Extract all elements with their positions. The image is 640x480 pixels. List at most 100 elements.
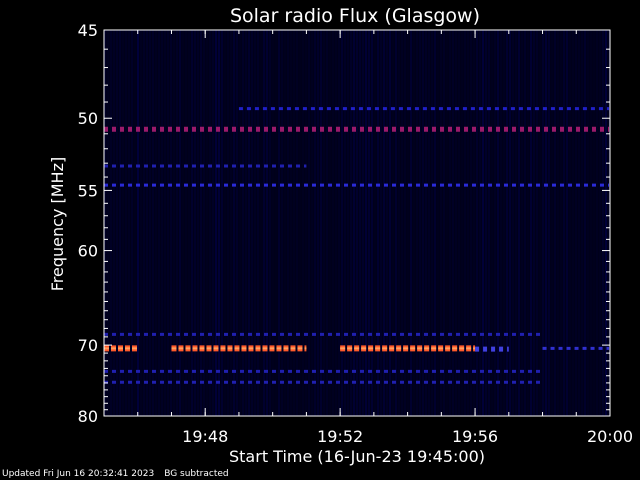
- noise-column: [275, 30, 277, 416]
- noise-column: [554, 30, 556, 416]
- noise-column: [584, 30, 586, 416]
- noise-column: [302, 30, 304, 416]
- x-tick-label: 19:48: [182, 427, 228, 446]
- noise-column: [515, 30, 517, 416]
- spectrogram-background: [104, 30, 610, 416]
- noise-column: [437, 30, 439, 416]
- noise-column: [152, 30, 154, 416]
- noise-column: [407, 30, 409, 416]
- noise-column: [590, 30, 592, 416]
- noise-column: [110, 30, 112, 416]
- noise-column: [122, 30, 124, 416]
- noise-column: [401, 30, 403, 416]
- noise-column: [239, 30, 241, 416]
- noise-column: [155, 30, 157, 416]
- noise-column: [308, 30, 310, 416]
- noise-column: [176, 30, 178, 416]
- noise-column: [233, 30, 235, 416]
- noise-column: [182, 30, 184, 416]
- noise-column: [194, 30, 196, 416]
- noise-column: [179, 30, 181, 416]
- noise-column: [575, 30, 577, 416]
- noise-column: [296, 30, 298, 416]
- noise-column: [485, 30, 487, 416]
- noise-column: [185, 30, 187, 416]
- noise-column: [158, 30, 160, 416]
- noise-column: [230, 30, 232, 416]
- noise-column: [398, 30, 400, 416]
- noise-column: [440, 30, 442, 416]
- noise-column: [476, 30, 478, 416]
- noise-column: [506, 30, 508, 416]
- noise-column: [524, 30, 526, 416]
- noise-column: [290, 30, 292, 416]
- noise-column: [587, 30, 589, 416]
- noise-column: [335, 30, 337, 416]
- noise-column: [365, 30, 367, 416]
- x-tick-label: 19:56: [452, 427, 498, 446]
- noise-column: [416, 30, 418, 416]
- noise-column: [200, 30, 202, 416]
- bg-note: BG subtracted: [164, 469, 229, 479]
- noise-column: [458, 30, 460, 416]
- noise-column: [395, 30, 397, 416]
- noise-column: [413, 30, 415, 416]
- noise-column: [347, 30, 349, 416]
- noise-column: [281, 30, 283, 416]
- noise-column: [143, 30, 145, 416]
- noise-column: [353, 30, 355, 416]
- noise-column: [116, 30, 118, 416]
- noise-column: [107, 30, 109, 416]
- noise-column: [578, 30, 580, 416]
- noise-column: [236, 30, 238, 416]
- noise-column: [533, 30, 535, 416]
- chart-title: Solar radio Flux (Glasgow): [230, 5, 480, 27]
- noise-column: [602, 30, 604, 416]
- noise-column: [596, 30, 598, 416]
- noise-column: [542, 30, 544, 416]
- x-tick-label: 19:52: [317, 427, 363, 446]
- noise-column: [350, 30, 352, 416]
- noise-column: [272, 30, 274, 416]
- noise-column: [314, 30, 316, 416]
- noise-column: [455, 30, 457, 416]
- noise-column: [146, 30, 148, 416]
- noise-column: [242, 30, 244, 416]
- noise-column: [464, 30, 466, 416]
- noise-column: [320, 30, 322, 416]
- noise-column: [338, 30, 340, 416]
- noise-column: [500, 30, 502, 416]
- noise-column: [119, 30, 121, 416]
- noise-column: [548, 30, 550, 416]
- noise-column: [203, 30, 205, 416]
- noise-column: [491, 30, 493, 416]
- noise-column: [404, 30, 406, 416]
- noise-column: [254, 30, 256, 416]
- noise-column: [113, 30, 115, 416]
- noise-column: [137, 30, 139, 416]
- noise-column: [134, 30, 136, 416]
- noise-column: [512, 30, 514, 416]
- noise-column: [521, 30, 523, 416]
- noise-column: [443, 30, 445, 416]
- noise-column: [329, 30, 331, 416]
- noise-column: [446, 30, 448, 416]
- noise-column: [104, 30, 106, 416]
- noise-column: [131, 30, 133, 416]
- noise-column: [323, 30, 325, 416]
- y-axis-label: Frequency [MHz]: [48, 157, 67, 291]
- plot-frame: [103, 29, 611, 417]
- noise-column: [497, 30, 499, 416]
- noise-column: [149, 30, 151, 416]
- noise-column: [572, 30, 574, 416]
- noise-column: [215, 30, 217, 416]
- noise-column: [503, 30, 505, 416]
- noise-column: [488, 30, 490, 416]
- noise-column: [287, 30, 289, 416]
- noise-column: [374, 30, 376, 416]
- y-axis: 45 50 55 60 70 80: [78, 21, 610, 426]
- y-tick-label: 55: [78, 181, 98, 200]
- x-tick-label: 20:00: [587, 427, 633, 446]
- x-axis: 19:48 19:52 19:56 20:00: [137, 30, 633, 446]
